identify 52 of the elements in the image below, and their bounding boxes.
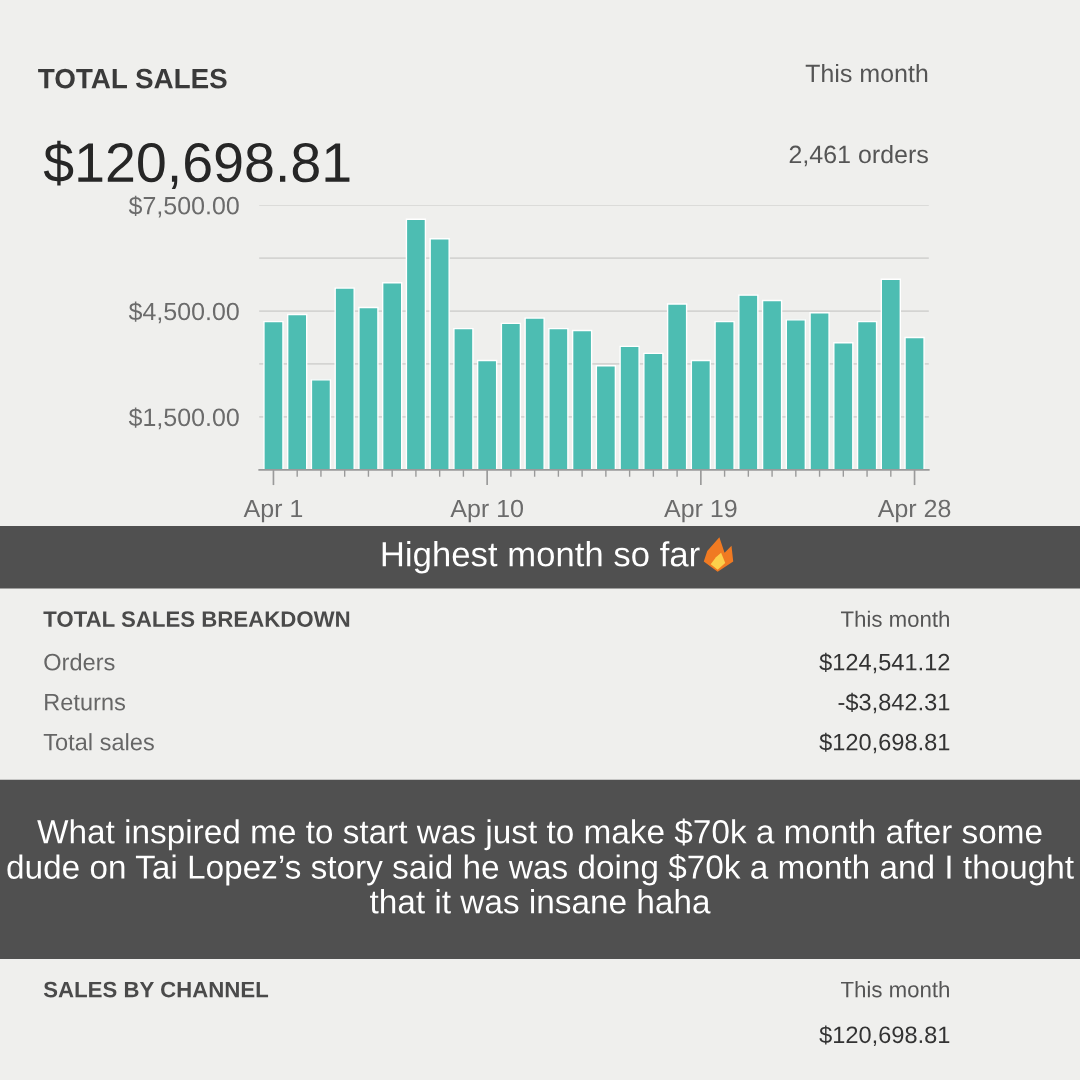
y-tick-label: $1,500.00 — [128, 407, 239, 430]
x-tick-label: Apr 28 — [877, 499, 951, 523]
bar — [856, 320, 878, 470]
bar — [880, 278, 902, 470]
bar — [833, 342, 854, 470]
bar — [738, 294, 759, 470]
bar — [524, 317, 545, 470]
bar — [358, 306, 379, 470]
bar — [809, 312, 830, 470]
chart-subtitle: $120,698.81 — [43, 140, 350, 189]
text: This month — [840, 610, 949, 627]
y-tick-label: $4,500.00 — [128, 301, 239, 324]
text: $124,541.12 — [819, 652, 950, 674]
bar — [500, 322, 522, 470]
text: Returns — [45, 694, 126, 711]
bar — [666, 303, 688, 470]
bar — [785, 319, 807, 470]
bar — [453, 327, 474, 470]
bar — [904, 336, 925, 470]
bar — [334, 287, 355, 470]
bar — [381, 282, 403, 470]
bar — [310, 379, 332, 470]
bar — [643, 352, 664, 470]
text: SALES BY CHANNEL — [43, 981, 269, 998]
text: -$3,842.31 — [838, 692, 950, 714]
bar — [476, 359, 498, 470]
x-tick-label: Apr 1 — [243, 499, 303, 523]
x-tick-label: Apr 10 — [450, 499, 523, 523]
y-tick-label: $7,500.00 — [128, 195, 239, 218]
text: $120,698.81 — [819, 732, 950, 754]
text: This month — [805, 63, 928, 83]
bar — [595, 365, 617, 470]
bar — [761, 299, 783, 470]
bar — [286, 313, 308, 470]
bar — [263, 320, 284, 470]
bar — [714, 320, 735, 470]
text: This month — [840, 981, 949, 998]
text: What inspired me to start was just to make $70k a month after some dude on Tai Lopez’s story said he was doing $70k a month and I thought that it was insane haha — [7, 818, 1074, 914]
text: TOTAL SALES BREAKDOWN — [43, 611, 350, 627]
text: Highest month so far — [382, 541, 700, 574]
bar — [690, 359, 712, 470]
bar — [548, 327, 569, 470]
x-tick-label: Apr 19 — [664, 499, 737, 523]
bar — [571, 329, 593, 470]
bar — [405, 218, 427, 470]
bar — [619, 345, 640, 470]
text: 2,461 orders — [789, 144, 928, 167]
text: $120,698.81 — [819, 1025, 950, 1046]
text: Total sales — [43, 733, 154, 751]
text: Orders — [44, 653, 115, 671]
chart-title: TOTAL SALES — [38, 68, 227, 89]
bar — [429, 238, 450, 470]
